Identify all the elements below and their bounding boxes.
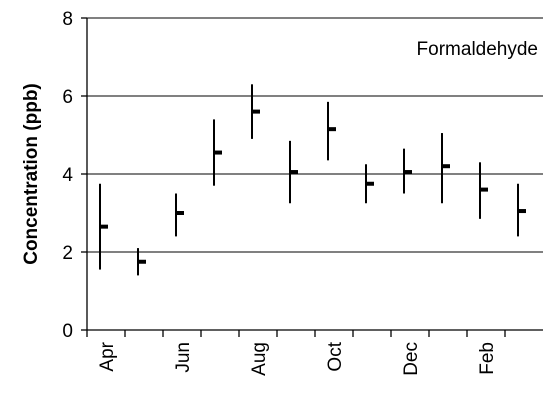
mean-marker <box>100 224 108 229</box>
mean-marker <box>328 127 336 132</box>
y-tick-label: 8 <box>62 9 73 30</box>
mean-marker <box>480 187 488 192</box>
x-tick-label: Apr <box>97 341 118 371</box>
y-tick-label: 0 <box>62 321 73 342</box>
y-tick-label: 2 <box>62 243 73 264</box>
x-tick-label: Jun <box>173 342 194 373</box>
axes: 0 2 4 6 8 Apr Jun Aug Oct Dec Feb <box>62 9 543 376</box>
mean-marker <box>518 209 526 214</box>
x-tick-label: Oct <box>325 341 346 371</box>
x-tick-label: Aug <box>249 342 270 376</box>
mean-marker <box>442 164 450 169</box>
y-axis-title: Concentration (ppb) <box>21 83 42 265</box>
mean-marker <box>252 109 260 114</box>
gridlines <box>87 17 543 253</box>
mean-marker <box>176 211 184 215</box>
mean-marker <box>138 259 146 264</box>
y-tick-label: 6 <box>62 87 73 108</box>
chart-annotation: Formaldehyde <box>417 39 538 60</box>
x-tick-label: Feb <box>477 342 498 375</box>
mean-marker <box>214 150 222 155</box>
data-marks <box>99 84 526 276</box>
mean-marker <box>404 170 412 175</box>
y-tick-label: 4 <box>62 165 73 186</box>
mean-marker <box>366 181 374 186</box>
x-tick-label: Dec <box>401 342 422 376</box>
mean-marker <box>290 170 298 175</box>
